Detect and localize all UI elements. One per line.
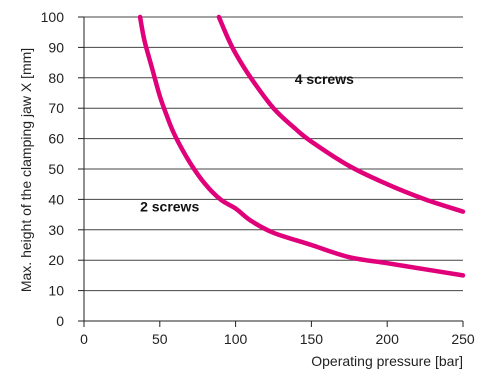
- x-tick-label-250: 250: [451, 331, 475, 347]
- axes: [78, 16, 464, 327]
- y-tick-label-50: 50: [48, 161, 64, 177]
- annotation-2-screws: 2 screws: [140, 199, 199, 215]
- x-tick-label-0: 0: [80, 331, 88, 347]
- x-tick-label-50: 50: [152, 331, 168, 347]
- series-line-4-screws: [216, 14, 466, 214]
- x-tick-label-150: 150: [300, 331, 324, 347]
- y-tick-label-100: 100: [41, 9, 65, 25]
- grid-lines: [84, 16, 463, 292]
- series-line-2-screws: [137, 14, 466, 278]
- y-tick-label-10: 10: [48, 283, 64, 299]
- x-tick-label-200: 200: [376, 331, 400, 347]
- y-tick-label-60: 60: [48, 131, 64, 147]
- y-axis-label: Max. height of the clamping jaw X [mm]: [18, 48, 34, 292]
- annotations: 4 screws 2 screws: [140, 71, 354, 215]
- x-axis-label: Operating pressure [bar]: [311, 353, 463, 369]
- y-tick-label-0: 0: [56, 313, 64, 329]
- y-tick-label-80: 80: [48, 70, 64, 86]
- tick-labels: 0 10 20 30 40 50 60 70 80 90 100 0 50 100 150 200 250: [41, 9, 475, 347]
- annotation-4-screws: 4 screws: [295, 71, 354, 87]
- series-curves: [137, 14, 466, 278]
- x-tick-label-100: 100: [224, 331, 248, 347]
- y-tick-label-70: 70: [48, 100, 64, 116]
- y-tick-label-20: 20: [48, 252, 64, 268]
- y-tick-label-30: 30: [48, 222, 64, 238]
- y-tick-label-40: 40: [48, 191, 64, 207]
- y-tick-label-90: 90: [48, 39, 64, 55]
